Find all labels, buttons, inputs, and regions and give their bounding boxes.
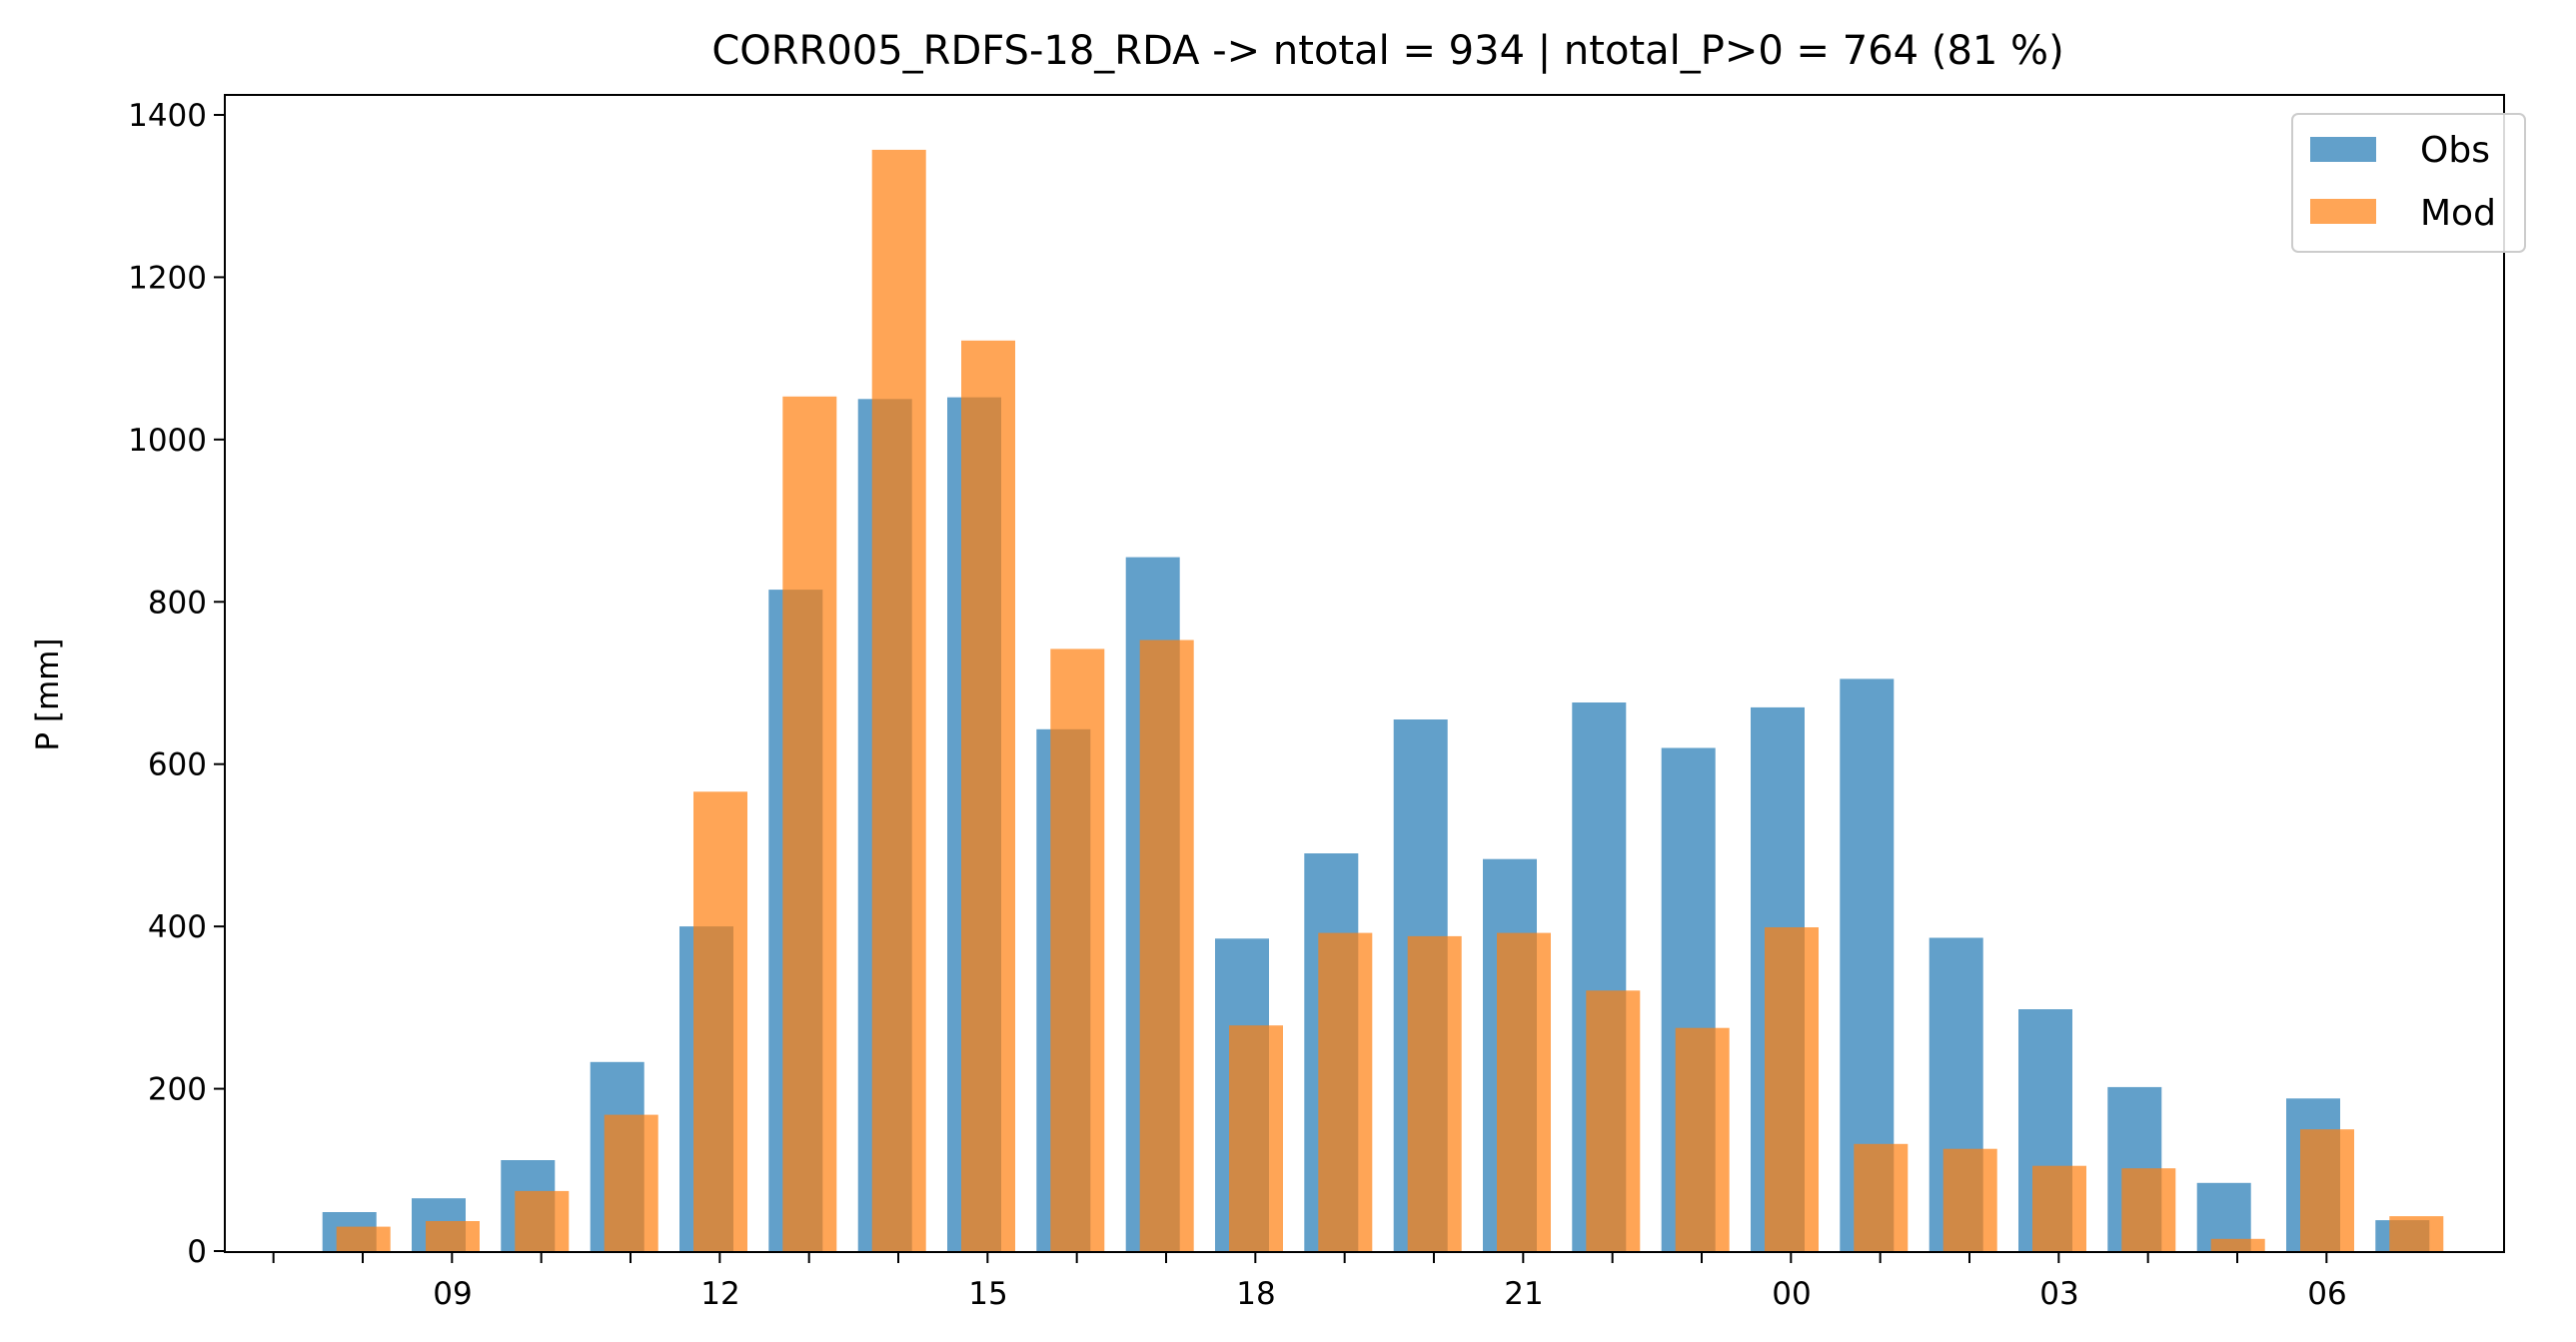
y-tick-label: 600 [148,747,207,783]
mod-bar-12 [693,791,747,1251]
mod-bar-09 [426,1221,480,1251]
mod-bar-17 [1139,640,1194,1251]
mod-bar-13 [782,396,837,1251]
legend-label-obs: Obs [2420,130,2490,171]
y-axis-label: P [mm] [30,638,66,750]
x-tick-label: 21 [1504,1276,1543,1312]
mod-bar-23 [1675,1027,1730,1251]
y-tick-label: 1200 [128,260,207,296]
x-tick-label: 15 [968,1276,1007,1312]
mod-bar-01 [1854,1143,1909,1251]
x-tick-label: 06 [2307,1276,2346,1312]
mod-bar-11 [604,1114,658,1251]
y-tick-label: 1400 [128,98,207,134]
mod-bar-00 [1765,927,1819,1251]
mod-bar-21 [1497,932,1551,1251]
y-tick-label: 0 [187,1234,207,1270]
mod-bar-06 [2300,1129,2354,1251]
y-tick-label: 800 [148,585,207,621]
mod-bar-19 [1318,932,1373,1251]
plot-frame [224,94,2505,1253]
mod-bar-10 [515,1190,570,1251]
chart-title: CORR005_RDFS-18_RDA -> ntotal = 934 | nt… [711,28,2063,74]
x-tick-label: 12 [700,1276,739,1312]
mod-bar-05 [2210,1238,2265,1251]
legend-swatch-obs [2310,137,2376,162]
legend-label-mod: Mod [2420,193,2496,234]
x-tick-label: 18 [1236,1276,1275,1312]
legend-swatch-mod [2310,199,2376,224]
x-axis-ticks: 09 12 15 18 21 00 03 06 [272,1252,2347,1312]
mod-bar-04 [2121,1168,2176,1251]
x-tick-label: 00 [1772,1276,1811,1312]
mod-bar-18 [1229,1025,1283,1251]
mod-bar-16 [1050,649,1105,1251]
y-tick-label: 200 [148,1072,207,1108]
y-tick-label: 400 [148,909,207,945]
mod-bar-15 [961,340,1015,1251]
mod-bar-03 [2032,1165,2086,1251]
y-tick-label: 1000 [128,423,207,459]
mod-bar-08 [336,1226,391,1251]
mod-bar-02 [1942,1148,1997,1251]
mod-bar-07 [2389,1216,2444,1251]
y-axis-ticks: 0 200 400 600 800 1000 1200 1400 [128,98,225,1270]
mod-bar-20 [1407,935,1462,1251]
legend: Obs Mod [2291,113,2526,253]
x-tick-label: 09 [433,1276,472,1312]
mod-bar-22 [1586,990,1641,1251]
mod-bar-14 [871,149,926,1251]
mod-series [336,149,2444,1251]
x-tick-label: 03 [2039,1276,2078,1312]
